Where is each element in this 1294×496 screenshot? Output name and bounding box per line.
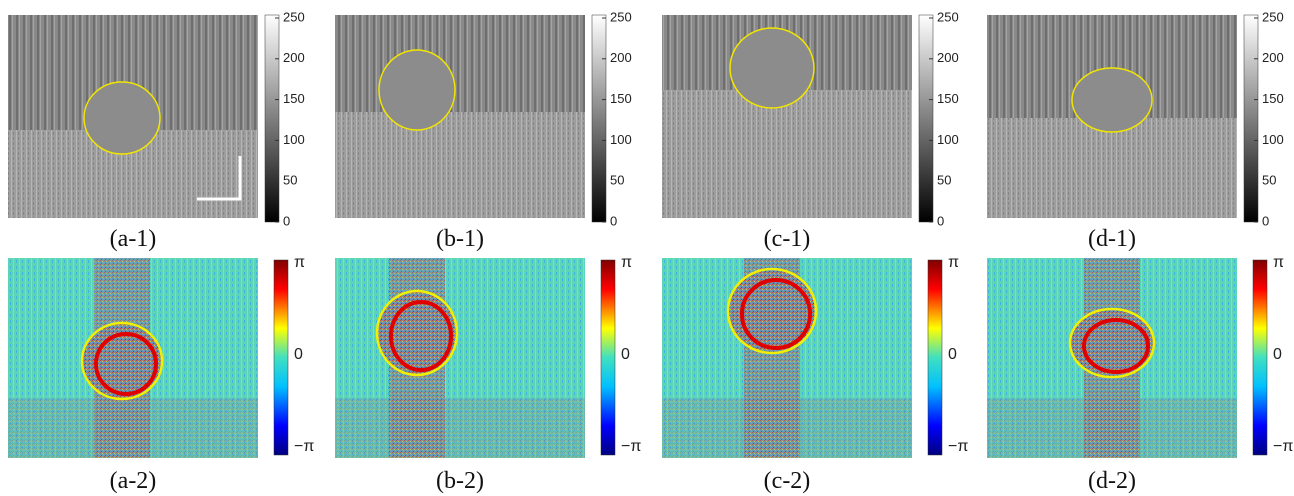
colorbar-tick-label: 250 [283,9,305,24]
colorbar-tick-label: 0 [1262,213,1269,228]
panel-label: (d-1) [1088,226,1136,252]
amplitude-colorbar [264,14,280,223]
colorbar-tick-label: π [621,254,632,271]
colorbar-tick-label: −π [948,438,968,455]
scale-bar [197,156,242,201]
colorbar-tick-label: 200 [610,50,632,65]
panel-label: (c-1) [764,226,811,252]
phase-colorbar [927,259,943,456]
colorbar-tick-label: π [294,254,305,271]
droplet-outline [378,49,456,131]
phase-noise [335,398,585,458]
phase-noise [8,398,258,458]
phase-wrap [1082,318,1150,374]
colorbar-tick-label: 50 [283,173,297,188]
colorbar-tick-label: 200 [283,50,305,65]
droplet-outline [729,27,815,109]
colorbar-tick-label: 0 [1273,346,1282,363]
colorbar-tick-label: 100 [283,132,305,147]
amplitude-colorbar [918,14,934,223]
colorbar-tick-label: 150 [937,91,959,106]
colorbar-tick-label: −π [294,438,314,455]
phase-noise [987,398,1237,458]
phase-wrap [389,300,453,372]
colorbar-tick-label: 200 [1262,50,1284,65]
colorbar-tick-label: −π [621,438,641,455]
phase-colorbar [600,259,616,456]
colorbar-tick-label: 0 [283,213,290,228]
colorbar-tick-label: 250 [937,9,959,24]
phase-wrap [740,278,812,350]
colorbar-tick-label: 100 [937,132,959,147]
phase-colorbar [273,259,289,456]
colorbar-tick-label: 150 [1262,91,1284,106]
oct-tissue [662,90,912,218]
phase-colorbar [1252,259,1268,456]
panel-label: (b-1) [436,226,484,252]
colorbar-tick-label: 0 [294,346,303,363]
colorbar-tick-label: 250 [1262,9,1284,24]
colorbar-tick-label: 0 [621,346,630,363]
phase-wrap [94,332,158,396]
panel-label: (d-2) [1088,468,1136,494]
colorbar-tick-label: π [1273,254,1284,271]
colorbar-tick-label: 50 [937,173,951,188]
colorbar-tick-label: −π [1273,438,1293,455]
colorbar-tick-label: 100 [610,132,632,147]
colorbar-tick-label: 150 [283,91,305,106]
colorbar-tick-label: 200 [937,50,959,65]
colorbar-tick-label: 0 [948,346,957,363]
oct-tissue [987,118,1237,218]
colorbar-tick-label: 50 [1262,173,1276,188]
panel-label: (a-1) [110,226,157,252]
colorbar-tick-label: 0 [937,213,944,228]
colorbar-tick-label: 150 [610,91,632,106]
colorbar-tick-label: 50 [610,173,624,188]
amplitude-colorbar [591,14,607,223]
oct-tissue [335,112,585,218]
droplet-outline [1071,67,1153,133]
panel-label: (b-2) [436,468,484,494]
phase-noise [662,398,912,458]
colorbar-tick-label: 0 [610,213,617,228]
colorbar-tick-label: 250 [610,9,632,24]
colorbar-tick-label: 100 [1262,132,1284,147]
droplet-outline [83,81,161,155]
panel-label: (c-2) [764,468,811,494]
panel-label: (a-2) [110,468,157,494]
colorbar-tick-label: π [948,254,959,271]
amplitude-colorbar [1243,14,1259,223]
